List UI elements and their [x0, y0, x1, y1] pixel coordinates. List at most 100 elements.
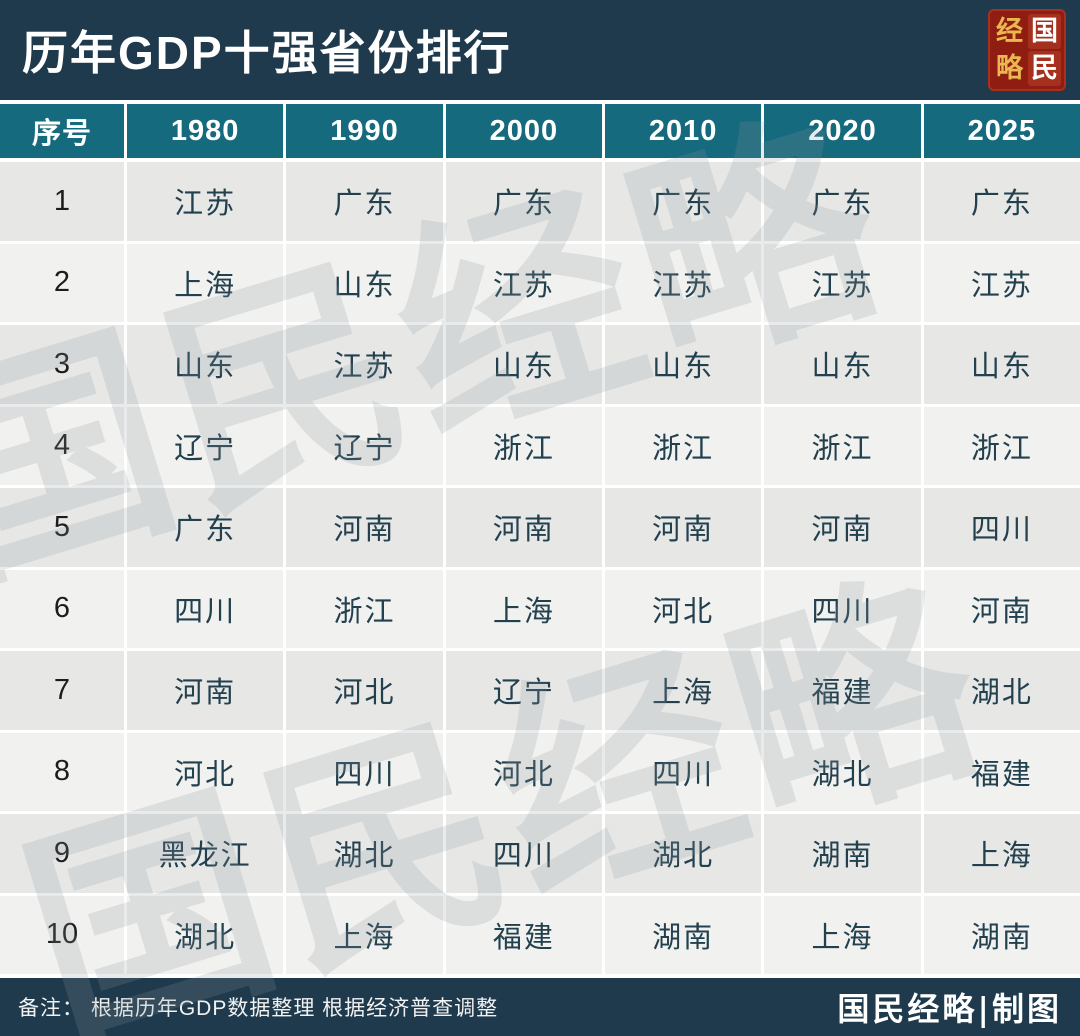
province-cell: 上海	[764, 895, 921, 974]
province-cell: 湖南	[923, 895, 1080, 974]
table-row: 7 河南 河北 辽宁 上海 福建 湖北	[0, 651, 1080, 730]
column-header-year: 2000	[445, 104, 602, 158]
table-row: 4 辽宁 辽宁 浙江 浙江 浙江 浙江	[0, 406, 1080, 485]
column-header-year: 1990	[286, 104, 443, 158]
province-cell: 广东	[604, 162, 762, 241]
province-cell: 上海	[923, 814, 1080, 893]
province-cell: 四川	[445, 814, 602, 893]
footer-note: 备注： 根据历年GDP数据整理 根据经济普查调整	[18, 997, 499, 1020]
province-cell: 福建	[764, 651, 921, 730]
province-cell: 广东	[445, 162, 602, 241]
rank-cell: 5	[0, 488, 124, 567]
province-cell: 河南	[445, 488, 602, 567]
province-cell: 四川	[604, 732, 762, 811]
province-cell: 江苏	[127, 162, 284, 241]
province-cell: 浙江	[445, 406, 602, 485]
province-cell: 辽宁	[445, 651, 602, 730]
column-header-year: 2025	[923, 104, 1080, 158]
province-cell: 山东	[604, 325, 762, 404]
province-cell: 山东	[445, 325, 602, 404]
province-cell: 湖北	[923, 651, 1080, 730]
province-cell: 辽宁	[127, 406, 284, 485]
table-row: 10 湖北 上海 福建 湖南 上海 湖南	[0, 895, 1080, 974]
table-row: 3 山东 江苏 山东 山东 山东 山东	[0, 325, 1080, 404]
province-cell: 山东	[127, 325, 284, 404]
province-cell: 湖北	[127, 895, 284, 974]
page-title: 历年GDP十强省份排行	[22, 27, 512, 79]
table-row: 9 黑龙江 湖北 四川 湖北 湖南 上海	[0, 814, 1080, 893]
column-header-year: 1980	[127, 104, 284, 158]
province-cell: 江苏	[604, 243, 762, 322]
province-cell: 福建	[445, 895, 602, 974]
province-cell: 湖北	[286, 814, 443, 893]
province-cell: 河南	[286, 488, 443, 567]
province-cell: 浙江	[764, 406, 921, 485]
province-cell: 黑龙江	[127, 814, 284, 893]
table-row: 2 上海 山东 江苏 江苏 江苏 江苏	[0, 243, 1080, 322]
province-cell: 湖南	[604, 895, 762, 974]
footer-bar: 备注： 根据历年GDP数据整理 根据经济普查调整 国民经略|制图	[0, 978, 1080, 1036]
province-cell: 湖南	[764, 814, 921, 893]
province-cell: 河北	[445, 732, 602, 811]
province-cell: 广东	[764, 162, 921, 241]
rank-cell: 7	[0, 651, 124, 730]
province-cell: 山东	[764, 325, 921, 404]
title-bar: 历年GDP十强省份排行 经 国 略 民	[0, 0, 1080, 100]
rank-cell: 4	[0, 406, 124, 485]
column-header-year: 2020	[764, 104, 921, 158]
rank-cell: 1	[0, 162, 124, 241]
province-cell: 江苏	[445, 243, 602, 322]
seal-char-lve: 略	[996, 53, 1023, 84]
seal-char-min: 民	[1028, 51, 1061, 86]
ranking-table: 序号 1980 1990 2000 2010 2020 2025 1 江苏 广东 广东 广东 广东 广东…	[0, 75, 1080, 1036]
table-row: 8 河北 四川 河北 四川 湖北 福建	[0, 732, 1080, 811]
province-cell: 河南	[764, 488, 921, 567]
table-header-row: 序号 1980 1990 2000 2010 2020 2025	[0, 104, 1080, 158]
province-cell: 上海	[445, 569, 602, 648]
province-cell: 河南	[604, 488, 762, 567]
province-cell: 四川	[923, 488, 1080, 567]
column-header-rank: 序号	[0, 104, 124, 158]
table-body: 1 江苏 广东 广东 广东 广东 广东 2 上海 山东 江苏 江苏 江苏 江苏 3 山东 江苏 山东 山东 山东 山东 4…	[0, 162, 1080, 974]
rank-cell: 9	[0, 814, 124, 893]
province-cell: 福建	[923, 732, 1080, 811]
province-cell: 四川	[764, 569, 921, 648]
rank-cell: 3	[0, 325, 124, 404]
rank-cell: 10	[0, 895, 124, 974]
province-cell: 山东	[923, 325, 1080, 404]
province-cell: 江苏	[764, 243, 921, 322]
province-cell: 四川	[286, 732, 443, 811]
rank-cell: 2	[0, 243, 124, 322]
province-cell: 浙江	[923, 406, 1080, 485]
province-cell: 上海	[127, 243, 284, 322]
province-cell: 河北	[604, 569, 762, 648]
rank-cell: 8	[0, 732, 124, 811]
province-cell: 辽宁	[286, 406, 443, 485]
province-cell: 上海	[286, 895, 443, 974]
province-cell: 四川	[127, 569, 284, 648]
province-cell: 广东	[923, 162, 1080, 241]
province-cell: 浙江	[604, 406, 762, 485]
province-cell: 河北	[127, 732, 284, 811]
seal-char-jing: 经	[996, 16, 1023, 47]
province-cell: 浙江	[286, 569, 443, 648]
column-header-year: 2010	[604, 104, 762, 158]
table-row: 6 四川 浙江 上海 河北 四川 河南	[0, 569, 1080, 648]
footer-credit: 国民经略|制图	[837, 990, 1062, 1028]
province-cell: 江苏	[286, 325, 443, 404]
rank-cell: 6	[0, 569, 124, 648]
table-row: 5 广东 河南 河南 河南 河南 四川	[0, 488, 1080, 567]
province-cell: 河南	[127, 651, 284, 730]
province-cell: 广东	[127, 488, 284, 567]
province-cell: 山东	[286, 243, 443, 322]
province-cell: 江苏	[923, 243, 1080, 322]
seal-char-guo: 国	[1028, 14, 1061, 49]
table-row: 1 江苏 广东 广东 广东 广东 广东	[0, 162, 1080, 241]
province-cell: 湖北	[764, 732, 921, 811]
province-cell: 广东	[286, 162, 443, 241]
province-cell: 上海	[604, 651, 762, 730]
province-cell: 湖北	[604, 814, 762, 893]
publisher-seal: 经 国 略 民	[988, 9, 1066, 91]
province-cell: 河北	[286, 651, 443, 730]
